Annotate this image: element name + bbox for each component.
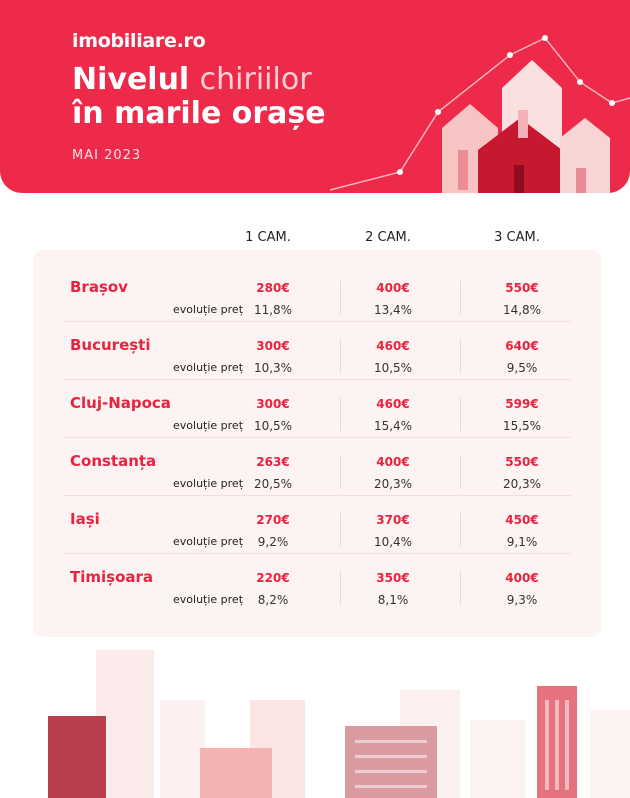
- price-evolution: 8,2%: [257, 593, 289, 607]
- table-row: Constanța evoluție preț 263€ 20,5% 400€ 20,3%…: [33, 438, 601, 496]
- city-name: Constanța: [70, 452, 157, 470]
- price-evolution: 10,5%: [253, 419, 293, 433]
- rent-price: 263€: [256, 455, 290, 469]
- city-name: Iași: [70, 510, 100, 528]
- price-evolution: 8,1%: [377, 593, 409, 607]
- rent-price: 599€: [505, 397, 539, 411]
- header-banner: imobiliare.ro Nivelul chiriilor în maril…: [0, 0, 630, 193]
- row-divider: [63, 321, 571, 322]
- title-highlight: chiriilor: [199, 62, 312, 97]
- column-divider: [460, 571, 461, 605]
- row-divider: [63, 495, 571, 496]
- evolution-label: evoluție preț: [173, 303, 244, 316]
- rent-price: 640€: [505, 339, 539, 353]
- city-skyline-illustration: [0, 640, 630, 798]
- title-line2: în marile orașe: [72, 96, 326, 131]
- price-evolution: 14,8%: [502, 303, 542, 317]
- rent-price: 400€: [376, 455, 410, 469]
- rent-price: 400€: [376, 281, 410, 295]
- column-divider: [460, 397, 461, 431]
- evolution-label: evoluție preț: [173, 535, 244, 548]
- row-divider: [63, 553, 571, 554]
- rent-price: 550€: [505, 281, 539, 295]
- city-name: Brașov: [70, 278, 128, 296]
- column-divider: [460, 455, 461, 489]
- rent-table: Brașov evoluție preț 280€ 11,8% 400€ 13,4% 550…: [33, 250, 601, 637]
- rent-price: 460€: [376, 339, 410, 353]
- rent-price: 350€: [376, 571, 410, 585]
- price-evolution: 9,5%: [506, 361, 538, 375]
- price-evolution: 15,5%: [502, 419, 542, 433]
- price-evolution: 10,4%: [373, 535, 413, 549]
- column-divider: [340, 571, 341, 605]
- column-divider: [460, 513, 461, 547]
- rent-price: 370€: [376, 513, 410, 527]
- row-divider: [63, 379, 571, 380]
- evolution-label: evoluție preț: [173, 361, 244, 374]
- column-divider: [340, 397, 341, 431]
- column-divider: [340, 455, 341, 489]
- price-evolution: 9,2%: [257, 535, 289, 549]
- city-name: Cluj-Napoca: [70, 394, 171, 412]
- rent-price: 270€: [256, 513, 290, 527]
- rent-price: 400€: [505, 571, 539, 585]
- price-evolution: 20,3%: [502, 477, 542, 491]
- houses-graph-illustration: [329, 35, 630, 193]
- title-part1: Nivelul: [72, 62, 200, 97]
- page-title: Nivelul chiriilor în marile orașe: [72, 63, 326, 131]
- row-divider: [63, 437, 571, 438]
- column-divider: [340, 281, 341, 315]
- price-evolution: 10,3%: [253, 361, 293, 375]
- table-row: Cluj-Napoca evoluție preț 300€ 10,5% 460€ 15,…: [33, 380, 601, 438]
- rent-price: 280€: [256, 281, 290, 295]
- evolution-label: evoluție preț: [173, 419, 244, 432]
- brand-logo[interactable]: imobiliare.ro: [72, 30, 206, 52]
- price-evolution: 20,3%: [373, 477, 413, 491]
- column-divider: [460, 339, 461, 373]
- price-evolution: 9,3%: [506, 593, 538, 607]
- price-evolution: 15,4%: [373, 419, 413, 433]
- rent-price: 300€: [256, 339, 290, 353]
- price-evolution: 9,1%: [506, 535, 538, 549]
- rent-price: 220€: [256, 571, 290, 585]
- table-row: Timișoara evoluție preț 220€ 8,2% 350€ 8,1% 40…: [33, 554, 601, 612]
- price-evolution: 10,5%: [373, 361, 413, 375]
- table-row: Iași evoluție preț 270€ 9,2% 370€ 10,4% 450€ 9,…: [33, 496, 601, 554]
- rent-price: 550€: [505, 455, 539, 469]
- rent-price: 450€: [505, 513, 539, 527]
- city-name: București: [70, 336, 151, 354]
- column-header-3-rooms: 3 CAM.: [494, 230, 540, 245]
- column-header-1-room: 1 CAM.: [245, 230, 291, 245]
- column-divider: [340, 513, 341, 547]
- rent-price: 460€: [376, 397, 410, 411]
- price-evolution: 20,5%: [253, 477, 293, 491]
- table-row: Brașov evoluție preț 280€ 11,8% 400€ 13,4% 550…: [33, 264, 601, 322]
- column-divider: [340, 339, 341, 373]
- table-row: București evoluție preț 300€ 10,3% 460€ 10,5%…: [33, 322, 601, 380]
- price-evolution: 11,8%: [253, 303, 293, 317]
- city-name: Timișoara: [70, 568, 154, 586]
- column-header-2-rooms: 2 CAM.: [365, 230, 411, 245]
- evolution-label: evoluție preț: [173, 477, 244, 490]
- evolution-label: evoluție preț: [173, 593, 244, 606]
- rent-price: 300€: [256, 397, 290, 411]
- month-label: MAI 2023: [72, 148, 142, 163]
- column-divider: [460, 281, 461, 315]
- price-evolution: 13,4%: [373, 303, 413, 317]
